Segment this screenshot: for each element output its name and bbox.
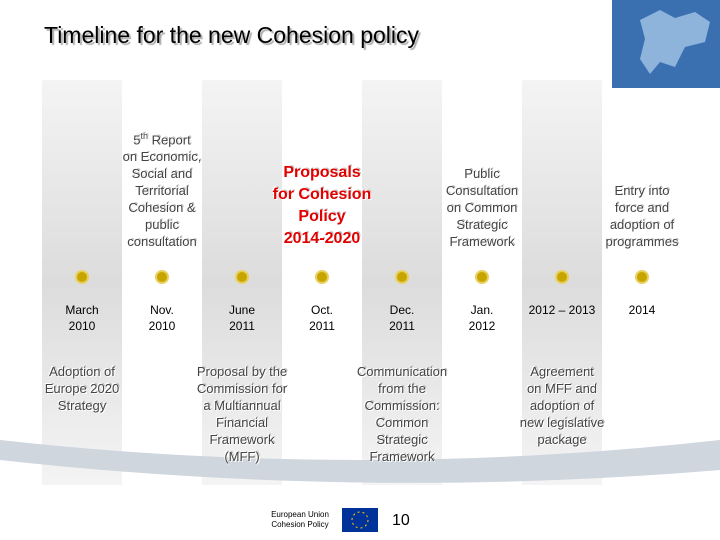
date: Nov. 2010 — [117, 302, 207, 334]
date: Dec. 2011 — [357, 302, 447, 334]
footer-logo-text: European Union Cohesion Policy — [260, 510, 340, 530]
title: Timeline for the new Cohesion policy — [44, 22, 419, 48]
bottom-line: on MFF and — [526, 381, 598, 396]
date: 2014 — [597, 302, 687, 318]
top-text: 5th Report on Economic, Social and Territor… — [107, 128, 217, 250]
top-line: consultation — [127, 234, 197, 249]
bottom-line: Strategy — [57, 398, 107, 413]
date-line: 2011 — [309, 319, 335, 333]
top-text: Entry into force and adoption of programmes — [587, 182, 697, 250]
top-line: on Economic, — [122, 149, 202, 164]
bottom-line: Common — [375, 415, 429, 430]
timeline-dot — [155, 270, 169, 284]
bottom-text: Proposal by the Commission for a Multiannu… — [187, 363, 297, 465]
footer-line: European Union — [271, 510, 329, 519]
top-line: for Cohesion — [272, 186, 372, 203]
top-line: Social and — [131, 166, 193, 181]
bottom-line: Commission for — [196, 381, 288, 396]
bottom-line: a Multiannual — [203, 398, 281, 413]
timeline-dot — [635, 270, 649, 284]
page-number: 10 — [392, 512, 410, 529]
bottom-line: Strategic — [376, 432, 428, 447]
bottom-line: new legislative — [519, 415, 605, 430]
top-line: Public — [464, 166, 500, 181]
date-line: 2012 — [468, 319, 496, 333]
top-text: Proposals for Cohesion Policy 2014-2020 — [267, 162, 377, 250]
date-line: 2012 – 2013 — [528, 303, 596, 317]
timeline-dot — [75, 270, 89, 284]
timeline-dot — [555, 270, 569, 284]
timeline-dot — [475, 270, 489, 284]
timeline-dot — [395, 270, 409, 284]
top-line: Proposals — [283, 164, 361, 181]
top-line: on Common — [446, 200, 518, 215]
date-line: March — [65, 303, 99, 317]
bottom-line: (MFF) — [224, 449, 260, 464]
top-line: programmes — [605, 234, 679, 249]
date-line: 2014 — [628, 303, 656, 317]
date-line: 2011 — [229, 319, 255, 333]
date: March 2010 — [37, 302, 127, 334]
ordinal-suffix: th — [140, 130, 149, 141]
swoosh — [0, 440, 720, 483]
top-line: Cohesion & — [128, 200, 196, 215]
ordinal: 5 — [133, 132, 141, 147]
date-line: 2011 — [389, 319, 415, 333]
date-line: Oct. — [310, 303, 333, 317]
date-line: Dec. — [389, 303, 415, 317]
bottom-line: from the — [378, 381, 426, 396]
bottom-line: Commission: — [364, 398, 440, 413]
bottom-line: Europe 2020 — [44, 381, 120, 396]
top-line-text: Report — [148, 132, 191, 147]
bottom-line: Framework — [209, 432, 275, 447]
bottom-line: Agreement — [530, 364, 594, 379]
bottom-line: Framework — [369, 449, 435, 464]
timeline-dot — [235, 270, 249, 284]
bottom-text: Adoption of Europe 2020 Strategy — [27, 363, 137, 414]
top-line: 5th Report — [107, 128, 217, 148]
bottom-line: package — [537, 432, 587, 447]
bottom-text: Communication from the Commission: Common St… — [347, 363, 457, 465]
date-line: June — [228, 303, 256, 317]
top-line: adoption of — [609, 217, 675, 232]
top-line: Consultation — [445, 183, 519, 198]
date: Jan. 2012 — [437, 302, 527, 334]
top-line: Policy — [298, 208, 346, 225]
top-line: public — [145, 217, 179, 232]
date-line: Nov. — [150, 303, 174, 317]
date-line: 2010 — [148, 319, 176, 333]
timeline-dot — [315, 270, 329, 284]
date-line: 2010 — [68, 319, 96, 333]
top-line: Territorial — [135, 183, 189, 198]
bottom-line: Communication — [356, 364, 448, 379]
eu-flag — [342, 508, 378, 532]
date: Oct. 2011 — [277, 302, 367, 334]
map-shape — [640, 10, 710, 74]
bottom-text: Agreement on MFF and adoption of new legisl… — [507, 363, 617, 448]
date: June 2011 — [197, 302, 287, 334]
date-line: Jan. — [470, 303, 494, 317]
bottom-line: Financial — [215, 415, 269, 430]
bottom-line: Adoption of — [49, 364, 115, 379]
top-line: Entry into — [614, 183, 670, 198]
top-line: Framework — [449, 234, 515, 249]
top-text: Public Consultation on Common Strategic Fram… — [427, 165, 537, 250]
eu-stars — [351, 511, 369, 529]
top-line: 2014-2020 — [283, 230, 361, 247]
footer-line: Cohesion Policy — [271, 520, 329, 529]
top-line: force and — [614, 200, 670, 215]
top-line: Strategic — [456, 217, 508, 232]
bottom-line: adoption of — [529, 398, 595, 413]
date: 2012 – 2013 — [517, 302, 607, 318]
bottom-line: Proposal by the — [196, 364, 288, 379]
